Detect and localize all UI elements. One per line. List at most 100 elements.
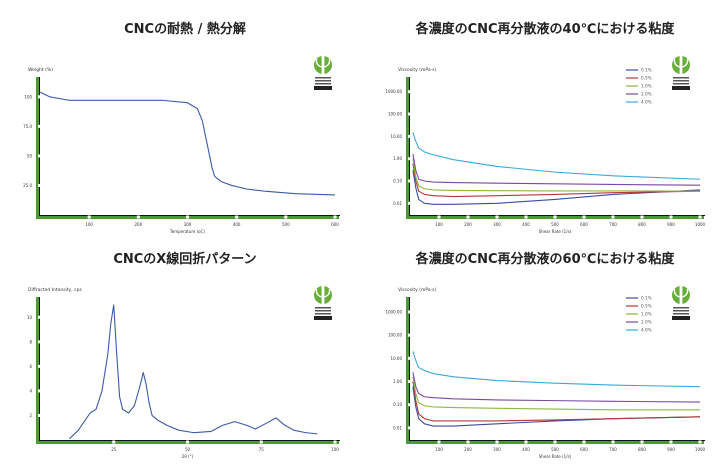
y-tick-mark <box>408 112 411 116</box>
y-tick-label: 1000.00 <box>385 89 402 94</box>
series-line-0.5% <box>412 163 701 198</box>
logo-line-1 <box>673 77 689 79</box>
x-tick-label: 100 <box>331 447 339 452</box>
x-tick-mark <box>669 215 673 219</box>
y-tick-mark <box>38 389 41 393</box>
x-tick-label: 1000 <box>695 447 706 452</box>
y-tick-mark <box>408 356 411 360</box>
logo-stem <box>321 55 325 77</box>
y-tick-mark <box>38 364 41 368</box>
y-tick-label: 6 <box>29 364 32 369</box>
logo-leaf-left <box>673 58 680 68</box>
logo-line-3 <box>673 83 689 85</box>
x-tick-mark <box>186 215 189 219</box>
chart-title: CNCの耐熱 / 熱分解 <box>124 21 246 37</box>
y-axis-inner <box>409 297 410 440</box>
legend-label: 2.0% <box>641 92 652 97</box>
y-tick-label: 0.10 <box>393 179 402 184</box>
y-tick-label: 10.00 <box>391 134 403 139</box>
x-tick-mark <box>186 440 189 444</box>
x-tick-mark <box>333 440 337 444</box>
x-tick-label: 50 <box>185 447 191 452</box>
y-axis-line <box>36 297 40 444</box>
logo-line-2 <box>315 80 331 82</box>
x-axis-label: Temperature (oC) <box>169 229 205 234</box>
x-tick-label: 200 <box>135 222 143 227</box>
x-tick-mark <box>235 215 239 219</box>
chart-title: 各濃度のCNC再分散液の60℃における粘度 <box>415 251 676 267</box>
logo-line-2 <box>673 80 689 82</box>
x-axis-label: Shear Rate (1/s) <box>539 454 572 459</box>
y-tick-mark <box>408 380 411 384</box>
y-axis-label: Weight (%) <box>28 67 53 73</box>
x-tick-label: 600 <box>331 222 339 227</box>
y-tick-mark <box>408 201 411 205</box>
x-tick-label: 75 <box>259 447 265 452</box>
y-axis-inner <box>39 297 40 440</box>
chart-legend: 0.1% 0.5% 1.0% 2.0% 4.0% <box>626 68 652 105</box>
legend-label: 1.0% <box>641 312 652 317</box>
x-tick-label: 300 <box>184 222 192 227</box>
logo-line-1 <box>673 307 689 309</box>
logo-bar <box>314 86 332 90</box>
x-tick-mark <box>466 215 470 219</box>
x-tick-mark <box>553 215 557 219</box>
x-tick-mark <box>284 215 288 219</box>
y-tick-mark <box>408 179 411 183</box>
x-tick-mark <box>582 440 586 444</box>
x-tick-mark <box>136 215 140 219</box>
y-tick-label: 1.00 <box>393 379 402 384</box>
y-tick-mark <box>408 333 411 337</box>
x-tick-label: 400 <box>522 447 530 452</box>
leaf-logo-icon <box>672 55 690 90</box>
x-tick-label: 800 <box>638 447 646 452</box>
y-axis-label: Viscosity (mPa·s) <box>398 67 436 73</box>
chart-panel-xrd: CNCのX線回折パターン Diffracted Intensity, cps 2 4 6… <box>27 251 340 459</box>
series-line-0 <box>69 304 318 440</box>
chart-panel-thermal: CNCの耐熱 / 熱分解 Weight (%) 25.0 50 75.0 100 100 20… <box>23 21 340 234</box>
logo-line-2 <box>315 310 331 312</box>
logo-line-3 <box>315 83 331 85</box>
legend-label: 0.1% <box>641 68 652 73</box>
y-tick-label: 75.0 <box>23 124 32 129</box>
logo-bar <box>672 86 690 90</box>
x-tick-mark <box>495 215 499 219</box>
x-tick-mark <box>611 440 615 444</box>
x-tick-label: 400 <box>522 222 530 227</box>
y-tick-label: 1000.00 <box>385 309 402 314</box>
y-axis-line <box>36 77 40 219</box>
x-axis-inner <box>39 440 340 441</box>
leaf-logo-icon <box>672 285 690 320</box>
logo-stem <box>321 285 325 307</box>
y-tick-label: 4 <box>29 388 32 393</box>
logo-line-3 <box>315 313 331 315</box>
chart-legend: 0.1% 0.5% 1.0% 2.0% 4.0% <box>626 296 652 333</box>
logo-line-2 <box>673 310 689 312</box>
y-tick-mark <box>408 157 411 161</box>
chart-title: 各濃度のCNC再分散液の40℃における粘度 <box>415 21 676 37</box>
y-axis-line <box>406 77 410 219</box>
y-tick-label: 2 <box>29 413 32 418</box>
logo-leaf-right <box>324 58 331 68</box>
series-line-0.5% <box>412 381 701 422</box>
legend-label: 0.5% <box>641 76 652 81</box>
x-axis-label: 2θ (°) <box>182 454 194 459</box>
y-axis-inner <box>409 77 410 215</box>
y-tick-label: 100.00 <box>388 333 402 338</box>
logo-line-1 <box>315 77 331 79</box>
x-tick-label: 300 <box>493 447 501 452</box>
y-axis-line <box>406 297 410 444</box>
x-tick-label: 300 <box>493 222 501 227</box>
y-tick-mark <box>408 134 411 138</box>
logo-stem <box>679 285 683 307</box>
x-tick-label: 700 <box>609 222 617 227</box>
x-tick-label: 900 <box>667 447 675 452</box>
y-tick-label: 10 <box>27 315 33 320</box>
x-tick-mark <box>495 440 499 444</box>
x-tick-label: 400 <box>233 222 241 227</box>
x-tick-label: 900 <box>667 222 675 227</box>
y-tick-label: 25.0 <box>23 183 32 188</box>
legend-label: 2.0% <box>641 320 652 325</box>
legend-label: 4.0% <box>641 100 652 105</box>
logo-line-3 <box>673 313 689 315</box>
